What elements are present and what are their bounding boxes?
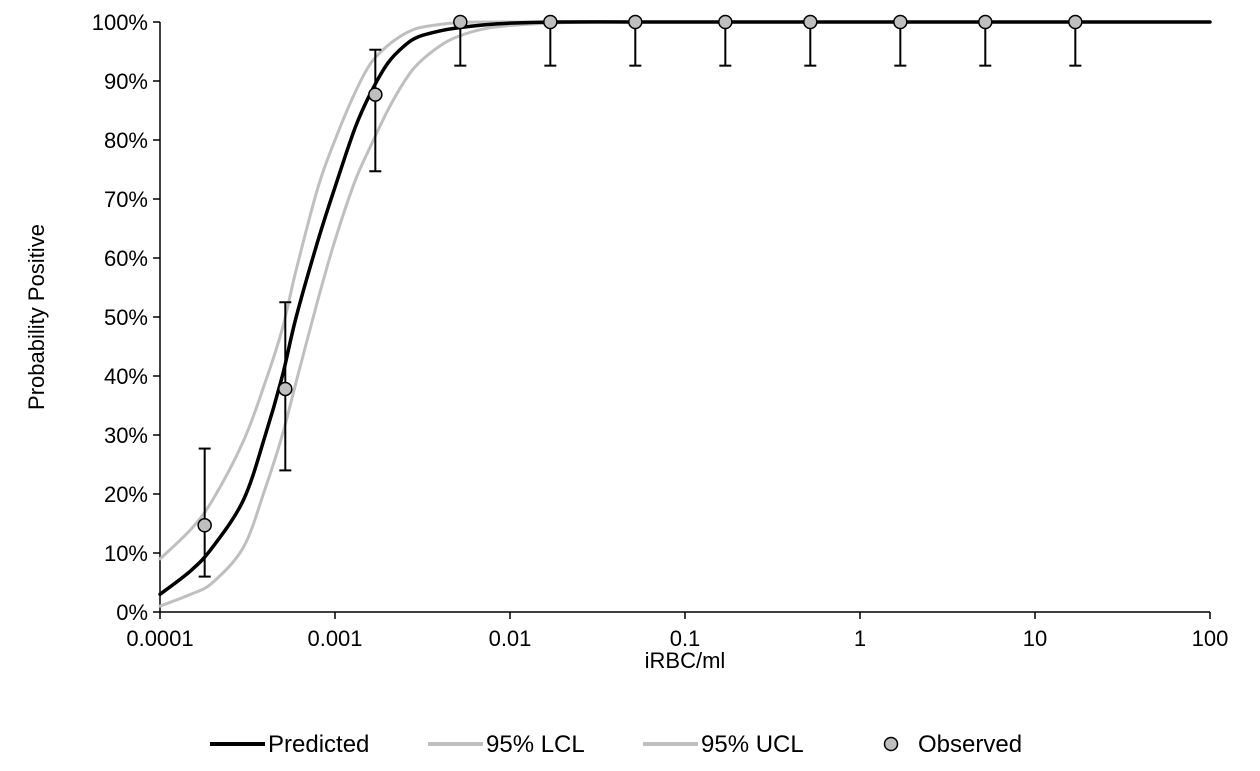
observed-point [803,14,818,30]
observed-error-bars [198,21,1082,578]
observed-point [543,14,558,30]
observed-point [1068,14,1083,30]
y-tick-label: 20% [104,482,148,507]
legend-item-lcl: 95% LCL [428,731,585,758]
y-tick-label: 70% [104,187,148,212]
y-tick-label: 10% [104,541,148,566]
x-tick-label: 100 [1192,626,1229,651]
x-tick-label: 0.001 [307,626,362,651]
observed-point [978,14,993,30]
y-tick-label: 30% [104,423,148,448]
observed-point [278,381,293,397]
y-tick-label: 100% [92,10,148,35]
observed-point [718,14,733,30]
legend-item-predicted: Predicted [210,731,369,758]
legend-label-observed: Observed [918,731,1022,758]
legend-label-ucl: 95% UCL [701,731,804,758]
observed-point [453,14,468,30]
ucl-curve [158,20,1212,561]
x-tick-label: 0.1 [670,626,701,651]
x-tick-label: 10 [1023,626,1047,651]
observed-point [628,14,643,30]
legend-swatch-observed [883,736,899,752]
y-tick-label: 50% [104,305,148,330]
y-axis-ticks: 0% 10% 20% 30% 40% 50% 60% 70% 80% 90% 100% [92,10,160,625]
legend-item-observed: Observed [883,731,1022,758]
y-tick-label: 60% [104,246,148,271]
y-axis-title: Probability Positive [24,224,49,410]
y-tick-label: 90% [104,69,148,94]
x-tick-label: 1 [854,626,866,651]
x-axis-ticks: 0.0001 0.001 0.01 0.1 1 10 100 [126,612,1228,651]
y-tick-label: 40% [104,364,148,389]
legend-item-ucl: 95% UCL [643,731,804,758]
legend-label-lcl: 95% LCL [486,731,585,758]
x-tick-label: 0.01 [489,626,532,651]
observed-point [197,518,212,533]
predicted-curve [158,20,1212,597]
observed-points [197,14,1083,533]
observed-point [368,87,383,102]
x-axis-title: iRBC/ml [645,648,726,673]
legend-label-predicted: Predicted [268,731,369,758]
series-lines [158,20,1212,608]
legend: Predicted 95% LCL 95% UCL Observed [210,731,1022,758]
lcl-curve [158,20,1212,608]
y-tick-label: 80% [104,128,148,153]
y-tick-label: 0% [116,600,148,625]
x-tick-label: 0.0001 [126,626,193,651]
observed-point [893,14,908,30]
